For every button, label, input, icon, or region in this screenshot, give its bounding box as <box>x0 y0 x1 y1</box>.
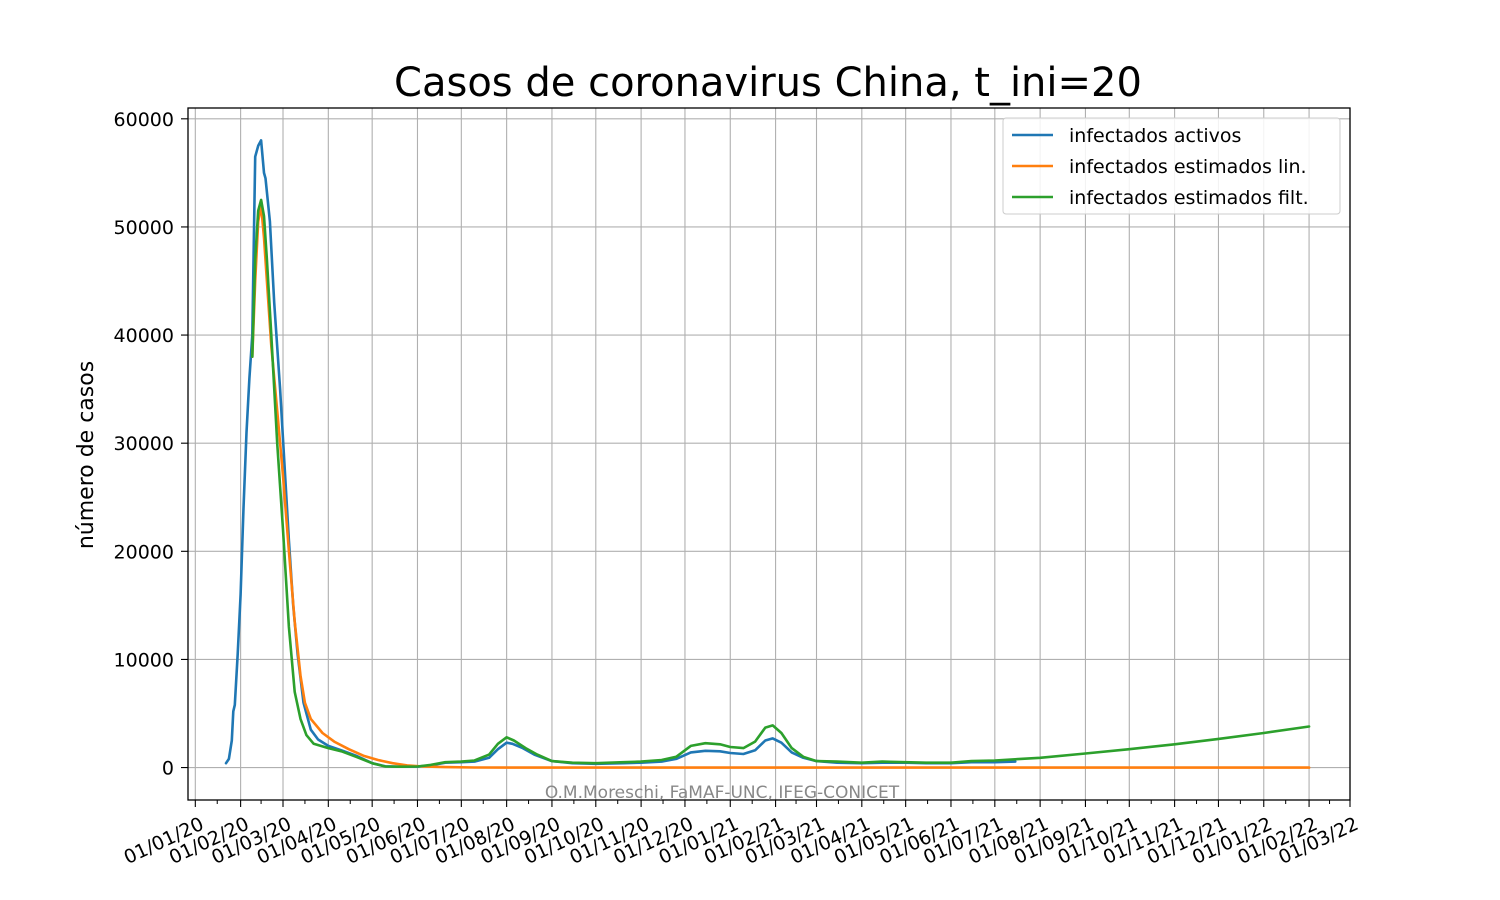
chart-title: Casos de coronavirus China, t_ini=20 <box>394 60 1142 106</box>
legend-entries: infectados activos infectados estimados l… <box>1012 125 1309 209</box>
y-tick-label: 30000 <box>114 433 174 455</box>
legend-label: infectados estimados filt. <box>1069 187 1309 209</box>
series-line <box>251 204 1311 769</box>
y-tick-label: 0 <box>162 758 174 780</box>
series-lines <box>224 139 1311 769</box>
legend-label: infectados estimados lin. <box>1069 156 1307 178</box>
legend-label: infectados activos <box>1069 125 1241 147</box>
y-axis-label: número de casos <box>74 361 99 549</box>
y-tick-label: 60000 <box>114 109 174 131</box>
y-axis: 0 10000 20000 30000 40000 50000 60000 <box>114 109 188 780</box>
series-line <box>224 139 1017 769</box>
credit-annotation: O.M.Moreschi, FaMAF-UNC, IFEG-CONICET <box>545 783 900 803</box>
legend: infectados activos infectados estimados l… <box>1002 117 1341 215</box>
y-tick-label: 50000 <box>114 217 174 239</box>
legend-box <box>1002 117 1341 215</box>
y-tick-label: 10000 <box>114 649 174 671</box>
grid <box>188 108 1351 800</box>
y-tick-label: 20000 <box>114 541 174 563</box>
y-tick-label: 40000 <box>114 325 174 347</box>
x-axis: 01/01/2001/02/2001/03/2001/04/2001/05/20… <box>121 800 1362 869</box>
series-line <box>251 198 1311 769</box>
plot-frame <box>187 107 1351 801</box>
